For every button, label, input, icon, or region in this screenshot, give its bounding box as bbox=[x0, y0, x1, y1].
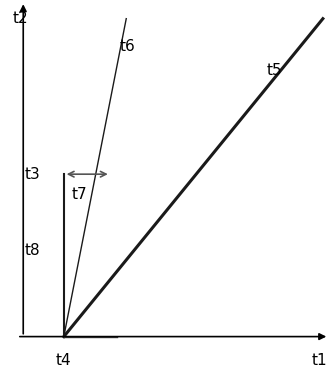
Text: t1: t1 bbox=[312, 353, 328, 368]
Text: t5: t5 bbox=[267, 63, 282, 78]
Text: t8: t8 bbox=[25, 243, 40, 258]
Text: t4: t4 bbox=[56, 353, 71, 368]
Text: t2: t2 bbox=[12, 11, 28, 26]
Text: t7: t7 bbox=[71, 187, 87, 202]
Text: t6: t6 bbox=[120, 39, 136, 54]
Text: t3: t3 bbox=[25, 167, 40, 182]
